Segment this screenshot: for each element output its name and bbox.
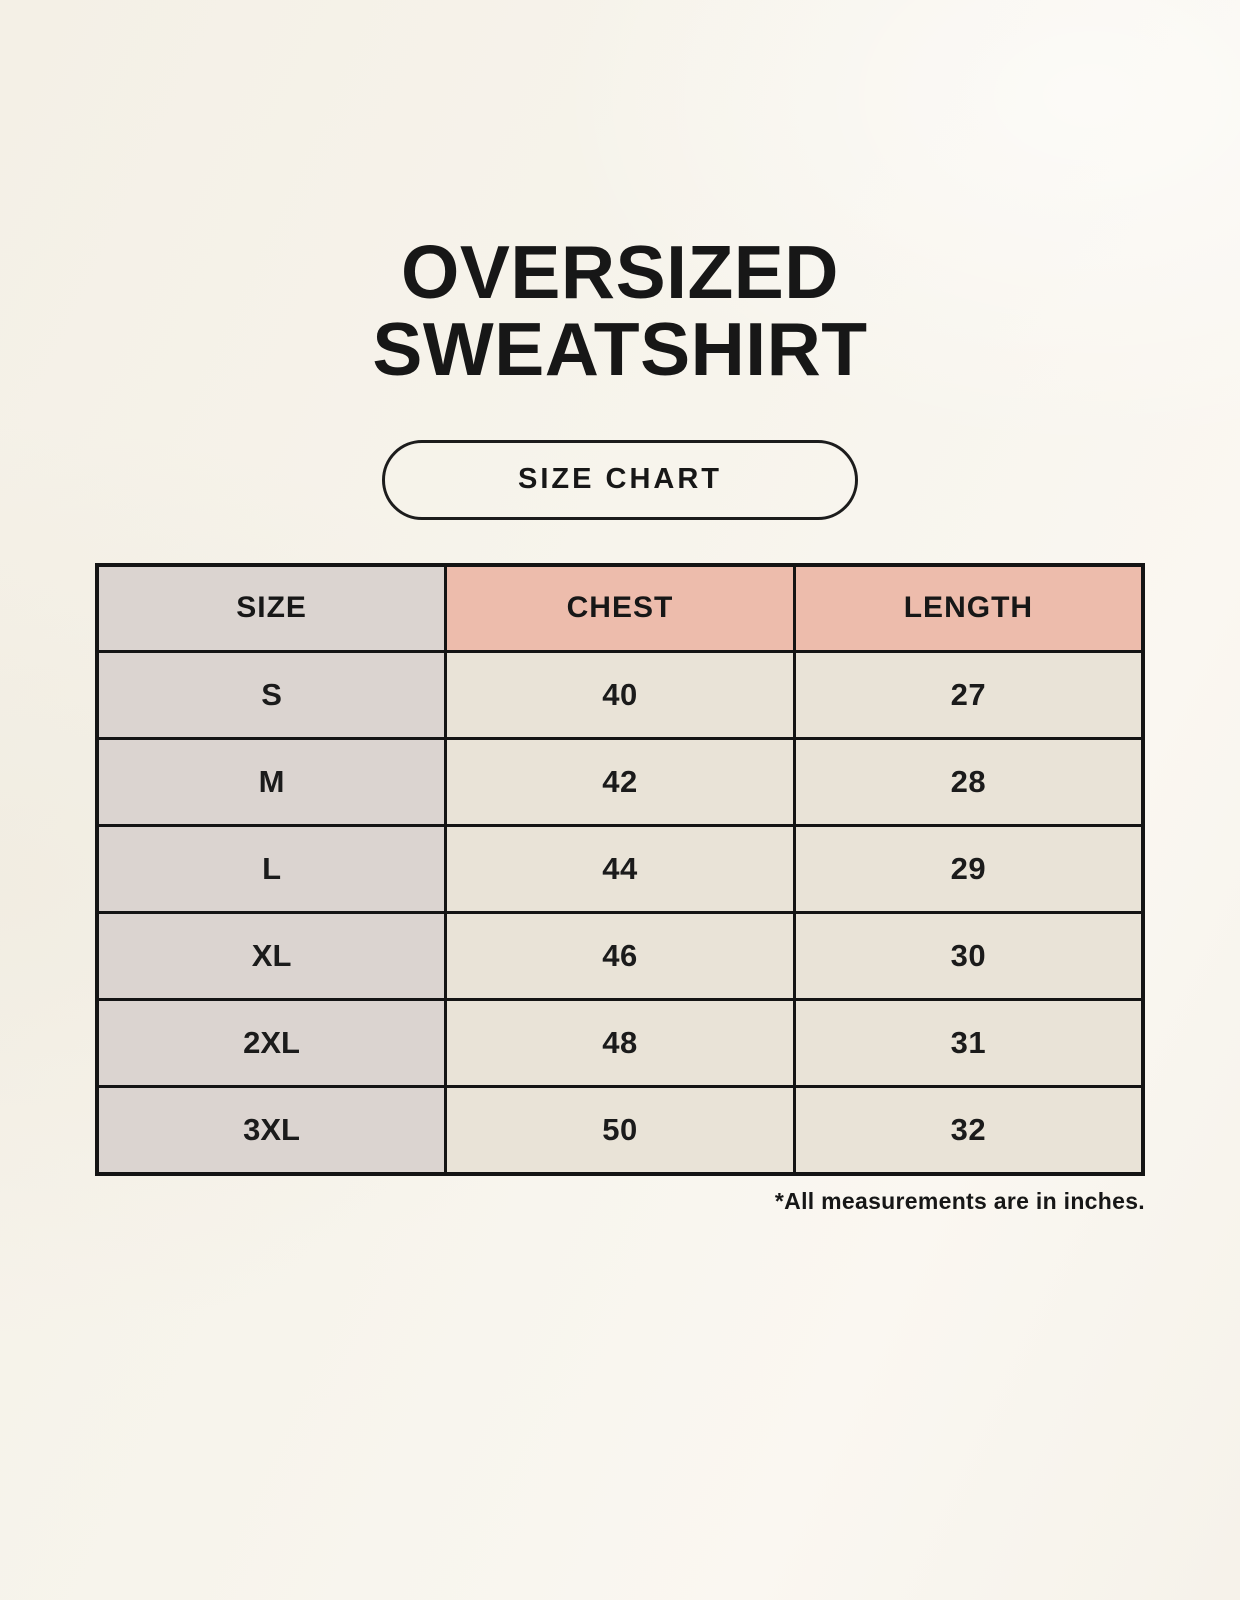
table-row-m: M 42 28 xyxy=(95,737,1145,827)
column-header-chest: CHEST xyxy=(444,563,796,653)
size-cell: M xyxy=(95,737,448,827)
size-cell: XL xyxy=(95,911,448,1001)
header-row: SIZE CHEST LENGTH xyxy=(95,563,1145,653)
chest-cell: 42 xyxy=(444,737,796,827)
size-chart-badge-label: SIZE CHART xyxy=(518,463,722,495)
table-row-s: S 40 27 xyxy=(95,650,1145,740)
size-table: SIZE CHEST LENGTH S 40 27 M 42 28 L 44 2… xyxy=(95,562,1145,1176)
chest-cell: 44 xyxy=(444,824,796,914)
length-cell: 27 xyxy=(792,650,1145,740)
table-row-3xl: 3XL 50 32 xyxy=(95,1085,1145,1175)
size-cell: S xyxy=(95,650,448,740)
chest-cell: 48 xyxy=(444,998,796,1088)
product-title: OVERSIZED SWEATSHIRT xyxy=(0,0,1240,389)
chest-cell: 46 xyxy=(444,911,796,1001)
length-cell: 30 xyxy=(792,911,1145,1001)
table-row-l: L 44 29 xyxy=(95,824,1145,914)
column-header-length: LENGTH xyxy=(792,563,1145,653)
column-header-size: SIZE xyxy=(95,563,448,653)
size-cell: 3XL xyxy=(95,1085,448,1175)
length-cell: 28 xyxy=(792,737,1145,827)
table-row-2xl: 2XL 48 31 xyxy=(95,998,1145,1088)
length-cell: 31 xyxy=(792,998,1145,1088)
length-cell: 32 xyxy=(792,1085,1145,1175)
product-title-line2: SWEATSHIRT xyxy=(372,307,868,392)
size-cell: L xyxy=(95,824,448,914)
product-title-line1: OVERSIZED xyxy=(401,230,839,314)
chest-cell: 40 xyxy=(444,650,796,740)
size-chart-badge: SIZE CHART xyxy=(382,439,858,520)
chest-cell: 50 xyxy=(444,1085,796,1175)
measurements-footnote: *All measurements are in inches. xyxy=(774,1187,1145,1214)
size-cell: 2XL xyxy=(95,998,448,1088)
table-row-xl: XL 46 30 xyxy=(95,911,1145,1001)
length-cell: 29 xyxy=(792,824,1145,914)
